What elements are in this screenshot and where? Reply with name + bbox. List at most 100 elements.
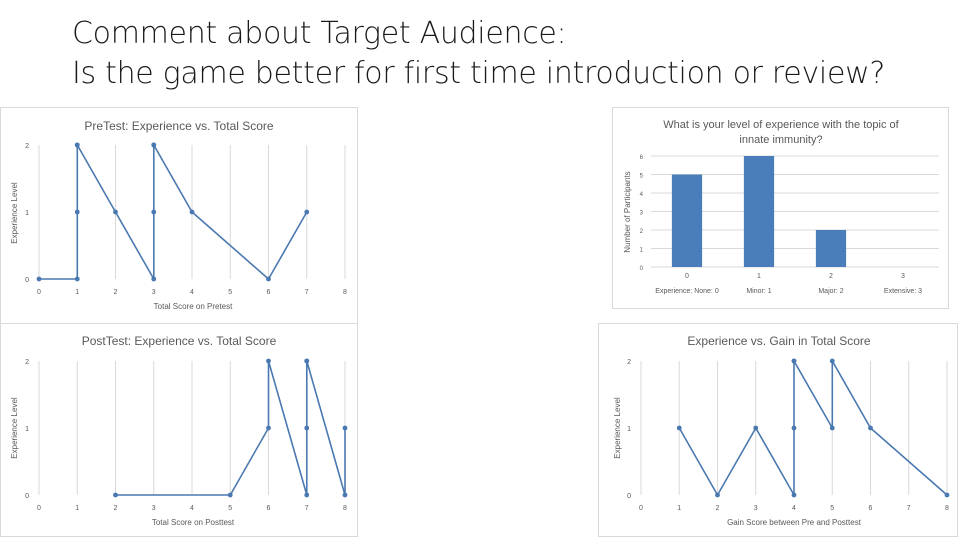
data-point: [868, 425, 873, 431]
gain-chart-panel: Experience vs. Gain in Total Score Exper…: [598, 323, 958, 537]
x-axis-label: Total Score on Posttest: [152, 518, 235, 527]
x-tick-label: 3: [152, 505, 156, 512]
x-tick-label: 1: [757, 273, 761, 280]
x-tick-labels: 0 1 2 3 4 5 6 7 8: [37, 289, 347, 296]
data-point: [304, 425, 310, 431]
chart-title-line2: innate immunity?: [739, 134, 822, 146]
data-point: [676, 425, 682, 431]
x-tick-label: 2: [716, 505, 720, 512]
slide-title-line1: Comment about Target Audience:: [72, 16, 567, 51]
x-tick-label: 8: [945, 505, 949, 512]
y-tick-label: 3: [640, 211, 644, 217]
x-tick-labels: 0 1 2 3 4 5 6 7 8: [639, 505, 949, 512]
y-tick-labels: 0 1 2 3 4 5 6: [640, 155, 644, 272]
plot-area: [36, 142, 310, 282]
x-tick-labels: 0 1 2 3: [685, 273, 905, 280]
x-tick-label: 6: [869, 505, 873, 512]
x-tick-label: 8: [343, 505, 347, 512]
bar: [671, 174, 703, 267]
data-point: [227, 492, 233, 498]
x-tick-label: 1: [75, 289, 79, 296]
x-tick-label: 6: [267, 505, 271, 512]
y-axis-label: Number of Participants: [623, 171, 632, 252]
y-axis-label: Experience Level: [10, 397, 19, 459]
x-tick-label: 1: [75, 505, 79, 512]
x-tick-labels: 0 1 2 3 4 5 6 7 8: [37, 505, 347, 512]
data-point: [791, 492, 797, 498]
pretest-chart: PreTest: Experience vs. Total Score Expe…: [10, 119, 347, 311]
data-point: [74, 276, 80, 282]
plot-area: [676, 358, 950, 498]
category-label: Experience: None: 0: [655, 288, 719, 295]
y-tick-label: 2: [627, 359, 631, 366]
x-tick-label: 3: [901, 273, 905, 280]
bar: [743, 156, 775, 267]
x-tick-label: 0: [639, 505, 643, 512]
x-tick-label: 2: [114, 505, 118, 512]
data-point: [715, 492, 720, 498]
data-point: [113, 209, 118, 215]
data-point: [944, 492, 950, 498]
data-point: [304, 492, 310, 498]
data-point: [36, 276, 42, 282]
y-tick-label: 4: [640, 192, 644, 198]
data-point: [342, 425, 348, 431]
x-tick-label: 5: [228, 289, 232, 296]
y-axis-label: Experience Level: [10, 182, 19, 244]
chart-title: PreTest: Experience vs. Total Score: [84, 119, 274, 133]
x-tick-label: 7: [305, 289, 309, 296]
data-point: [791, 425, 797, 431]
x-tick-label: 4: [190, 289, 194, 296]
data-point: [151, 142, 157, 148]
plot-area: [113, 358, 348, 498]
y-tick-label: 1: [25, 426, 29, 433]
category-label: Extensive: 3: [884, 288, 922, 295]
x-tick-label: 7: [907, 505, 911, 512]
data-point: [266, 425, 271, 431]
experience-bar-chart-panel: What is your level of experience with th…: [612, 107, 949, 309]
data-point: [151, 209, 157, 215]
chart-title: Experience vs. Gain in Total Score: [687, 334, 871, 348]
data-point: [74, 142, 80, 148]
x-tick-label: 0: [37, 505, 41, 512]
x-tick-label: 0: [685, 273, 689, 280]
x-tick-label: 4: [792, 505, 796, 512]
slide-title-line2: Is the game better for first time introd…: [72, 56, 885, 91]
chart-title-line1: What is your level of experience with th…: [663, 119, 899, 131]
data-point: [791, 358, 797, 364]
data-point: [266, 276, 271, 282]
y-tick-label: 6: [640, 155, 644, 161]
y-tick-label: 2: [640, 229, 644, 235]
series-line: [678, 360, 948, 496]
data-point: [829, 358, 835, 364]
category-label: Minor: 1: [746, 288, 771, 295]
data-point: [74, 209, 80, 215]
y-tick-labels: 0 1 2: [25, 359, 29, 500]
x-tick-label: 1: [677, 505, 681, 512]
category-label: Major: 2: [818, 288, 843, 295]
x-tick-label: 4: [190, 505, 194, 512]
x-tick-label: 8: [343, 289, 347, 296]
x-tick-label: 5: [830, 505, 834, 512]
y-tick-label: 0: [25, 493, 29, 500]
x-tick-label: 6: [267, 289, 271, 296]
y-axis-label: Experience Level: [613, 397, 622, 459]
chart-title: PostTest: Experience vs. Total Score: [82, 334, 277, 348]
x-tick-label: 5: [228, 505, 232, 512]
data-point: [151, 276, 157, 282]
y-tick-label: 1: [627, 426, 631, 433]
posttest-chart-panel: PostTest: Experience vs. Total Score Exp…: [0, 323, 358, 537]
y-tick-label: 1: [640, 248, 644, 254]
grid: [38, 361, 346, 495]
data-point: [266, 358, 271, 364]
data-point: [342, 492, 348, 498]
pretest-chart-panel: PreTest: Experience vs. Total Score Expe…: [0, 107, 358, 324]
y-tick-label: 1: [25, 210, 29, 217]
x-axis-label: Total Score on Pretest: [154, 302, 233, 311]
y-tick-label: 5: [640, 174, 644, 180]
y-tick-label: 2: [25, 359, 29, 366]
y-tick-label: 2: [25, 143, 29, 150]
x-tick-label: 0: [37, 289, 41, 296]
x-tick-label: 7: [305, 505, 309, 512]
experience-bar-chart: What is your level of experience with th…: [623, 119, 939, 295]
